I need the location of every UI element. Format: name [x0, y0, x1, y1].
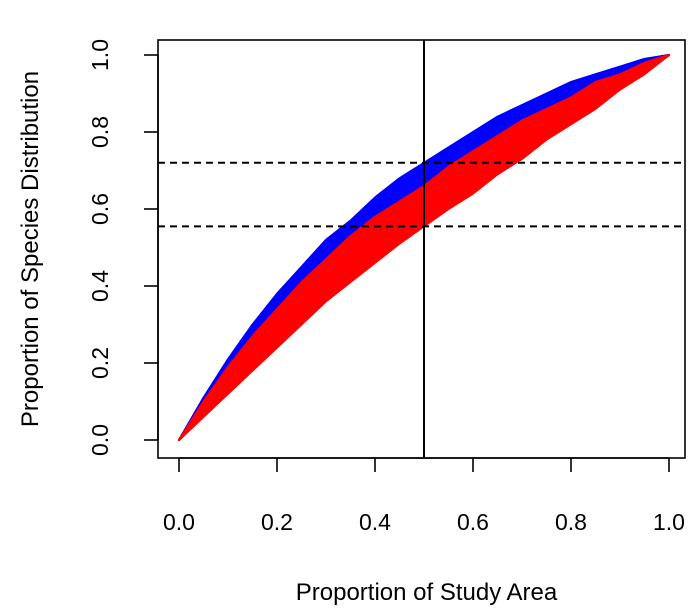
plot-frame: [157, 39, 686, 459]
x-tick-label: 0.6: [457, 509, 489, 535]
x-tick-label: 0.2: [261, 509, 293, 535]
x-axis-title: Proportion of Study Area: [296, 579, 558, 606]
y-tick-label: 0.2: [87, 347, 113, 379]
x-tick-label: 0.0: [163, 509, 195, 535]
x-tick-label: 0.4: [359, 509, 391, 535]
y-tick-label: 1.0: [87, 39, 113, 71]
reference-lines: [158, 40, 685, 458]
x-tick-label: 1.0: [653, 509, 685, 535]
y-tick-label: 0.4: [87, 270, 113, 302]
y-tick-label: 0.6: [87, 193, 113, 225]
y-tick-label: 0.8: [87, 116, 113, 148]
y-axis: 0.0 0.2 0.4 0.6 0.8 1.0: [87, 39, 159, 456]
x-tick-label: 0.8: [555, 509, 587, 535]
y-axis-title: Proportion of Species Distribution: [17, 71, 44, 427]
y-tick-label: 0.0: [87, 424, 113, 456]
x-axis: 0.0 0.2 0.4 0.6 0.8 1.0: [163, 457, 685, 535]
